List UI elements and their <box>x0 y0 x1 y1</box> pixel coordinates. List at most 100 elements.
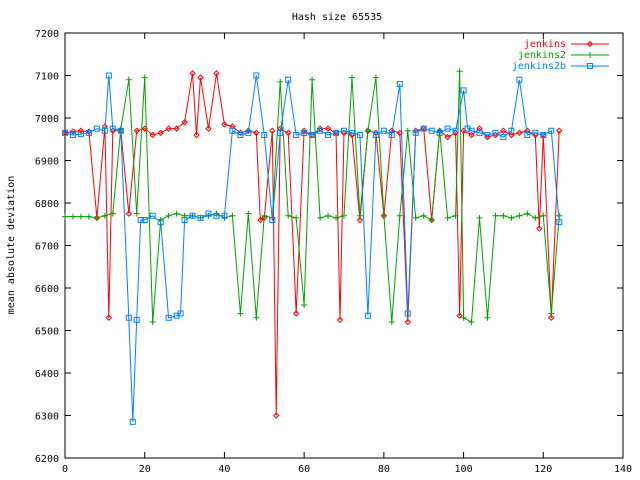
data-point-jenkins2 <box>500 212 507 219</box>
series-line-jenkins2 <box>65 71 560 323</box>
data-point-jenkins2b <box>197 214 204 221</box>
data-point-jenkins2 <box>444 214 451 221</box>
data-point-jenkins <box>269 127 276 134</box>
data-point-jenkins <box>173 125 180 132</box>
data-point-jenkins2 <box>85 213 92 220</box>
data-point-jenkins <box>324 125 332 132</box>
data-point-jenkins2b <box>388 132 395 138</box>
data-point-jenkins2b <box>205 210 212 217</box>
data-point-jenkins2b <box>436 129 443 136</box>
data-point-jenkins2 <box>93 214 100 221</box>
data-point-jenkins2 <box>364 127 371 134</box>
data-point-jenkins2b <box>396 81 403 87</box>
data-point-jenkins2 <box>404 127 411 134</box>
y-tick-label: 6400 <box>35 369 59 380</box>
data-point-jenkins2b <box>261 132 268 138</box>
data-point-jenkins2 <box>101 212 108 219</box>
data-point-jenkins2 <box>516 212 523 219</box>
data-point-jenkins2b <box>420 125 427 132</box>
data-point-jenkins2 <box>420 212 427 219</box>
data-point-jenkins2b <box>348 129 355 136</box>
x-tick-label: 0 <box>62 464 68 475</box>
data-point-jenkins <box>125 210 132 217</box>
x-tick-label: 40 <box>218 464 230 475</box>
data-point-jenkins2b <box>69 132 76 138</box>
data-point-jenkins <box>165 125 172 132</box>
y-tick-label: 7000 <box>35 114 59 125</box>
data-point-jenkins <box>484 133 491 141</box>
data-point-jenkins2b <box>141 217 148 223</box>
y-axis: 6200 6300 6400 6500 6600 6700 6800 6900 7000 7100… <box>35 29 623 465</box>
data-point-jenkins2b <box>333 129 340 136</box>
data-point-jenkins2b <box>285 76 292 83</box>
y-tick-label: 7200 <box>35 29 59 40</box>
data-point-jenkins <box>213 70 220 77</box>
plot-frame <box>64 32 624 459</box>
data-point-jenkins2 <box>165 212 172 219</box>
data-point-jenkins <box>229 123 236 130</box>
data-point-jenkins2 <box>62 213 68 220</box>
y-tick-label: 6500 <box>35 327 59 338</box>
data-point-jenkins2b <box>109 125 116 132</box>
series-layer <box>61 68 563 425</box>
data-point-jenkins <box>133 127 140 134</box>
legend-marker-jenkins2b <box>587 63 593 69</box>
series-jenkins2 <box>62 68 563 325</box>
legend-label-jenkins: jenkins <box>524 39 566 50</box>
data-point-jenkins2 <box>125 76 132 83</box>
data-point-jenkins2b <box>125 314 132 321</box>
data-point-jenkins2b <box>412 129 419 136</box>
data-point-jenkins2 <box>173 210 180 217</box>
data-point-jenkins2 <box>396 212 403 219</box>
data-point-jenkins2b <box>516 76 523 83</box>
data-point-jenkins <box>548 314 555 321</box>
data-point-jenkins2b <box>325 132 332 138</box>
data-point-jenkins2 <box>229 212 236 219</box>
y-axis-label: mean absolute deviation <box>6 176 17 314</box>
data-point-jenkins2b <box>428 127 435 134</box>
legend-label-jenkins2b: jenkins2b <box>512 61 566 72</box>
data-point-jenkins2b <box>444 125 451 132</box>
data-point-jenkins2b <box>484 132 491 138</box>
data-point-jenkins2b <box>177 310 184 317</box>
data-point-jenkins <box>532 131 539 139</box>
data-point-jenkins <box>69 128 77 135</box>
series-line-jenkins2b <box>64 75 560 422</box>
data-point-jenkins2 <box>333 214 340 221</box>
data-point-jenkins2b <box>364 312 371 319</box>
legend-marker-jenkins2 <box>587 52 593 58</box>
data-point-jenkins <box>508 131 515 139</box>
data-point-jenkins2b <box>460 87 467 94</box>
x-tick-label: 60 <box>298 464 310 475</box>
legend-marker-jenkins <box>586 40 594 48</box>
data-point-jenkins2b <box>540 132 547 138</box>
data-point-jenkins <box>189 70 196 77</box>
data-point-jenkins <box>500 127 507 134</box>
data-point-jenkins2b <box>317 127 324 134</box>
data-point-jenkins <box>273 412 280 419</box>
data-point-jenkins2 <box>452 212 459 219</box>
data-point-jenkins2 <box>348 74 355 81</box>
data-point-jenkins2 <box>412 214 419 221</box>
data-point-jenkins <box>468 131 475 139</box>
data-point-jenkins2b <box>213 212 220 219</box>
data-point-jenkins2 <box>301 302 308 308</box>
data-point-jenkins2b <box>237 132 244 138</box>
data-point-jenkins2 <box>460 314 467 321</box>
data-point-jenkins2b <box>508 127 515 134</box>
y-tick-label: 6700 <box>35 242 59 253</box>
legend-label-jenkins2: jenkins2 <box>518 50 566 61</box>
data-point-jenkins2 <box>317 214 324 221</box>
data-point-jenkins2 <box>277 78 284 85</box>
data-point-jenkins2 <box>456 68 463 75</box>
data-point-jenkins2b <box>404 310 411 317</box>
data-point-jenkins2b <box>133 316 140 323</box>
x-tick-label: 80 <box>378 464 390 475</box>
data-point-jenkins2 <box>293 214 300 221</box>
x-tick-label: 120 <box>534 464 552 475</box>
data-point-jenkins2 <box>261 212 268 219</box>
data-point-jenkins2b <box>452 127 459 134</box>
data-point-jenkins <box>456 312 463 319</box>
